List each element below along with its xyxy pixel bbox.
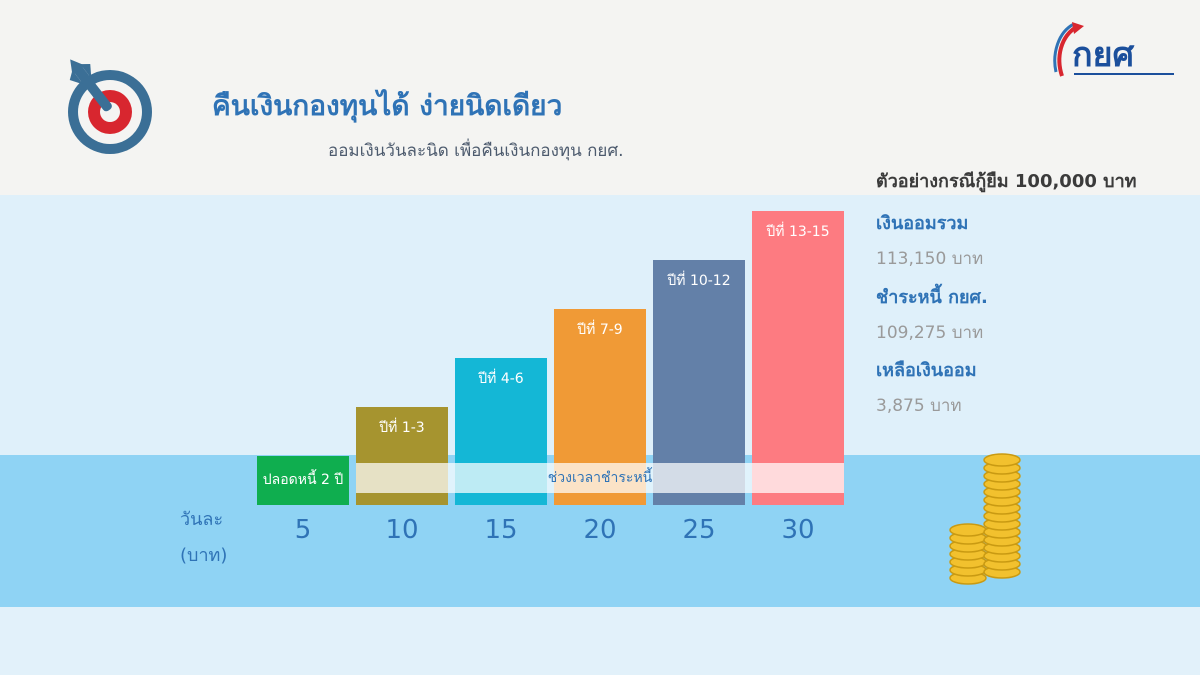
logo-text: กยศ [1072,35,1135,75]
footer-background [0,607,1200,675]
summary-label-remaining: เหลือเงินออม [876,360,977,381]
bar-label-30: ปีที่ 13-15 [766,224,830,240]
bar-label-20: ปีที่ 7-9 [577,322,623,338]
kyo-logo-icon: กยศ [1053,22,1174,77]
y-axis-label-line1: วันละ [180,509,224,530]
summary-heading: ตัวอย่างกรณีกู้ยืม 100,000 บาท [876,171,1137,192]
category-label-20: 20 [583,515,617,545]
bar-label-15: ปีที่ 4-6 [478,371,524,387]
summary-label-repayment: ชำระหนี้ กยศ. [876,287,988,308]
category-label-10: 10 [385,515,419,545]
coin-stack-icon [949,453,1021,585]
category-label-30: 30 [781,515,815,545]
bar-label-10: ปีที่ 1-3 [379,420,425,436]
summary-value-total-savings: 113,150 บาท [876,249,984,269]
category-label-15: 15 [484,515,518,545]
grace-period-label: ปลอดหนี้ 2 ปี [257,456,349,505]
summary-value-repayment: 109,275 บาท [876,323,984,343]
summary-label-total-savings: เงินออมรวม [876,213,969,234]
bar-30: ปีที่ 13-15 [752,211,844,505]
category-label-5: 5 [294,515,312,545]
summary-value-remaining: 3,875 บาท [876,396,962,416]
page-subtitle: ออมเงินวันละนิด เพื่อคืนเงินกองทุน กยศ. [328,141,624,161]
category-label-25: 25 [682,515,716,545]
header-background [0,0,1200,195]
page-title: คืนเงินกองทุนได้ ง่ายนิดเดียว [212,89,563,122]
repayment-period-band: ช่วงเวลาชำระหนี้ [356,463,844,493]
bar-label-25: ปีที่ 10-12 [667,273,731,289]
target-icon [68,59,152,154]
y-axis-label-line2: (บาท) [180,545,228,566]
